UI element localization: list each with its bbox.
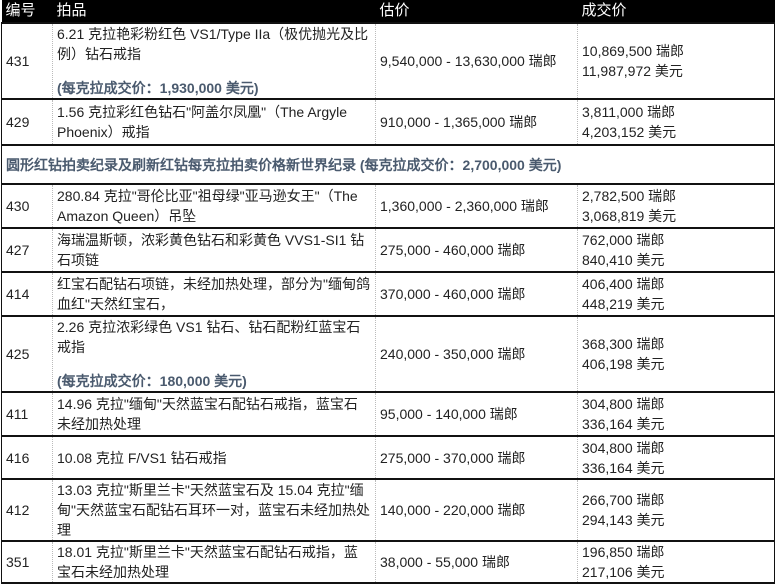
lot-number: 412 (1, 478, 53, 541)
estimate: 9,540,000 - 13,630,000 瑞郎 (375, 22, 578, 99)
lot-number: 414 (1, 271, 53, 316)
lot-number: 411 (1, 391, 53, 436)
per-carat-note: (每克拉成交价：1,930,000 美元) (57, 80, 259, 96)
price-usd: 336,164 美元 (582, 459, 665, 476)
price-cell: 368,300 瑞郎 406,198 美元 (577, 315, 775, 392)
price-usd: 3,068,819 美元 (582, 208, 677, 224)
item-description: 1.56 克拉彩红色钻石"阿盖尔凤凰"（The Argyle Phoenix）戒… (57, 104, 348, 140)
per-carat-note: (每克拉成交价：180,000 美元) (57, 373, 247, 389)
header-price: 成交价 (577, 0, 775, 23)
lot-number: 429 (1, 98, 53, 145)
item-cell: 14.96 克拉"缅甸"天然蓝宝石配钻石戒指，蓝宝石未经加热处理 (52, 391, 376, 436)
price-usd: 294,143 美元 (582, 512, 665, 528)
table-row: 414 红宝石配钻石项链，未经加热处理，部分为"缅甸鸽血红"天然红宝石， 370… (1, 271, 775, 316)
item-cell: 1.56 克拉彩红色钻石"阿盖尔凤凰"（The Argyle Phoenix）戒… (52, 98, 376, 145)
price-cell: 3,811,000 瑞郎 4,203,152 美元 (577, 98, 775, 145)
record-banner-row: 圆形红钻拍卖纪录及刷新红钻每克拉拍卖价格新世界纪录 (每克拉成交价：2,700,… (1, 144, 775, 184)
estimate: 275,000 - 370,000 瑞郎 (375, 435, 578, 479)
lot-number: 416 (1, 435, 53, 479)
item-description: 6.21 克拉艳彩粉红色 VS1/Type IIa（极优抛光及比例）钻石戒指 (57, 26, 369, 62)
item-cell: 10.08 克拉 F/VS1 钻石戒指 (52, 435, 376, 479)
price-cell: 196,850 瑞郎 217,106 美元 (577, 540, 775, 584)
estimate: 275,000 - 460,000 瑞郎 (375, 227, 578, 272)
price-chf: 762,000 瑞郎 (582, 232, 665, 248)
table-row: 425 2.26 克拉浓彩绿色 VS1 钻石、钻石配粉红蓝宝石戒指 (每克拉成交价… (1, 315, 775, 392)
header-estimate: 估价 (375, 0, 578, 23)
item-description: 280.84 克拉"哥伦比亚"祖母绿"亚马逊女王"（The Amazon Que… (57, 188, 358, 224)
item-cell: 13.03 克拉"斯里兰卡"天然蓝宝石及 15.04 克拉"缅甸"天然蓝宝石配钻… (52, 478, 376, 541)
price-usd: 448,219 美元 (582, 296, 665, 312)
price-chf: 368,300 瑞郎 (582, 336, 665, 352)
item-description: 13.03 克拉"斯里兰卡"天然蓝宝石及 15.04 克拉"缅甸"天然蓝宝石配钻… (57, 482, 370, 538)
item-description: 海瑞温斯顿，浓彩黄色钻石和彩黄色 VVS1-SI1 钻石项链 (57, 232, 365, 268)
item-cell: 6.21 克拉艳彩粉红色 VS1/Type IIa（极优抛光及比例）钻石戒指 (每… (52, 22, 376, 99)
header-row: 编号 拍品 估价 成交价 (1, 0, 775, 23)
item-description: 18.01 克拉"斯里兰卡"天然蓝宝石配钻石戒指，蓝宝石未经加热处理 (57, 544, 358, 580)
table-row: 411 14.96 克拉"缅甸"天然蓝宝石配钻石戒指，蓝宝石未经加热处理 95,… (1, 391, 775, 436)
price-chf: 304,800 瑞郎 (582, 396, 665, 412)
item-cell: 280.84 克拉"哥伦比亚"祖母绿"亚马逊女王"（The Amazon Que… (52, 183, 376, 228)
estimate: 140,000 - 220,000 瑞郎 (375, 478, 578, 541)
record-banner: 圆形红钻拍卖纪录及刷新红钻每克拉拍卖价格新世界纪录 (每克拉成交价：2,700,… (1, 144, 775, 184)
price-cell: 406,400 瑞郎 448,219 美元 (577, 271, 775, 316)
item-cell: 海瑞温斯顿，浓彩黄色钻石和彩黄色 VVS1-SI1 钻石项链 (52, 227, 376, 272)
table-row: 412 13.03 克拉"斯里兰卡"天然蓝宝石及 15.04 克拉"缅甸"天然蓝… (1, 478, 775, 541)
table-row: 427 海瑞温斯顿，浓彩黄色钻石和彩黄色 VVS1-SI1 钻石项链 275,0… (1, 227, 775, 272)
item-description: 红宝石配钻石项链，未经加热处理，部分为"缅甸鸽血红"天然红宝石， (57, 276, 370, 312)
lot-number: 431 (1, 22, 53, 99)
price-cell: 2,782,500 瑞郎 3,068,819 美元 (577, 183, 775, 228)
estimate: 38,000 - 55,000 瑞郎 (375, 540, 578, 584)
item-cell: 红宝石配钻石项链，未经加热处理，部分为"缅甸鸽血红"天然红宝石， (52, 271, 376, 316)
lot-number: 425 (1, 315, 53, 392)
lot-number: 430 (1, 183, 53, 228)
item-description: 14.96 克拉"缅甸"天然蓝宝石配钻石戒指，蓝宝石未经加热处理 (57, 396, 358, 432)
price-chf: 10,869,500 瑞郎 (582, 43, 684, 59)
table-row: 429 1.56 克拉彩红色钻石"阿盖尔凤凰"（The Argyle Phoen… (1, 98, 775, 145)
item-cell: 2.26 克拉浓彩绿色 VS1 钻石、钻石配粉红蓝宝石戒指 (每克拉成交价：180… (52, 315, 376, 392)
estimate: 1,360,000 - 2,360,000 瑞郎 (375, 183, 578, 228)
price-usd: 11,987,972 美元 (582, 63, 683, 79)
estimate: 370,000 - 460,000 瑞郎 (375, 271, 578, 316)
price-chf: 266,700 瑞郎 (582, 492, 665, 508)
price-cell: 304,800 瑞郎 336,164 美元 (577, 435, 775, 479)
price-cell: 762,000 瑞郎 840,410 美元 (577, 227, 775, 272)
price-usd: 840,410 美元 (582, 252, 665, 268)
price-usd: 406,198 美元 (582, 356, 665, 372)
item-cell: 18.01 克拉"斯里兰卡"天然蓝宝石配钻石戒指，蓝宝石未经加热处理 (52, 540, 376, 584)
estimate: 910,000 - 1,365,000 瑞郎 (375, 98, 578, 145)
estimate: 240,000 - 350,000 瑞郎 (375, 315, 578, 392)
price-chf: 3,811,000 瑞郎 (582, 104, 676, 120)
table-row: 416 10.08 克拉 F/VS1 钻石戒指 275,000 - 370,00… (1, 435, 775, 479)
lot-number: 427 (1, 227, 53, 272)
price-chf: 196,850 瑞郎 (582, 544, 665, 560)
price-usd: 336,164 美元 (582, 416, 665, 432)
table-row: 431 6.21 克拉艳彩粉红色 VS1/Type IIa（极优抛光及比例）钻石… (1, 22, 775, 99)
lot-number: 351 (1, 540, 53, 584)
item-description: 2.26 克拉浓彩绿色 VS1 钻石、钻石配粉红蓝宝石戒指 (57, 319, 361, 355)
price-chf: 2,782,500 瑞郎 (582, 188, 677, 204)
price-chf: 304,800 瑞郎 (582, 439, 665, 456)
price-usd: 4,203,152 美元 (582, 124, 677, 140)
table-row: 430 280.84 克拉"哥伦比亚"祖母绿"亚马逊女王"（The Amazon… (1, 183, 775, 228)
price-chf: 406,400 瑞郎 (582, 276, 665, 292)
price-cell: 266,700 瑞郎 294,143 美元 (577, 478, 775, 541)
estimate: 95,000 - 140,000 瑞郎 (375, 391, 578, 436)
price-usd: 217,106 美元 (582, 564, 665, 580)
header-item: 拍品 (52, 0, 376, 23)
price-cell: 10,869,500 瑞郎 11,987,972 美元 (577, 22, 775, 99)
item-description: 10.08 克拉 F/VS1 钻石戒指 (57, 449, 227, 466)
price-cell: 304,800 瑞郎 336,164 美元 (577, 391, 775, 436)
table-row: 351 18.01 克拉"斯里兰卡"天然蓝宝石配钻石戒指，蓝宝石未经加热处理 3… (1, 540, 775, 584)
header-lot: 编号 (1, 0, 53, 23)
